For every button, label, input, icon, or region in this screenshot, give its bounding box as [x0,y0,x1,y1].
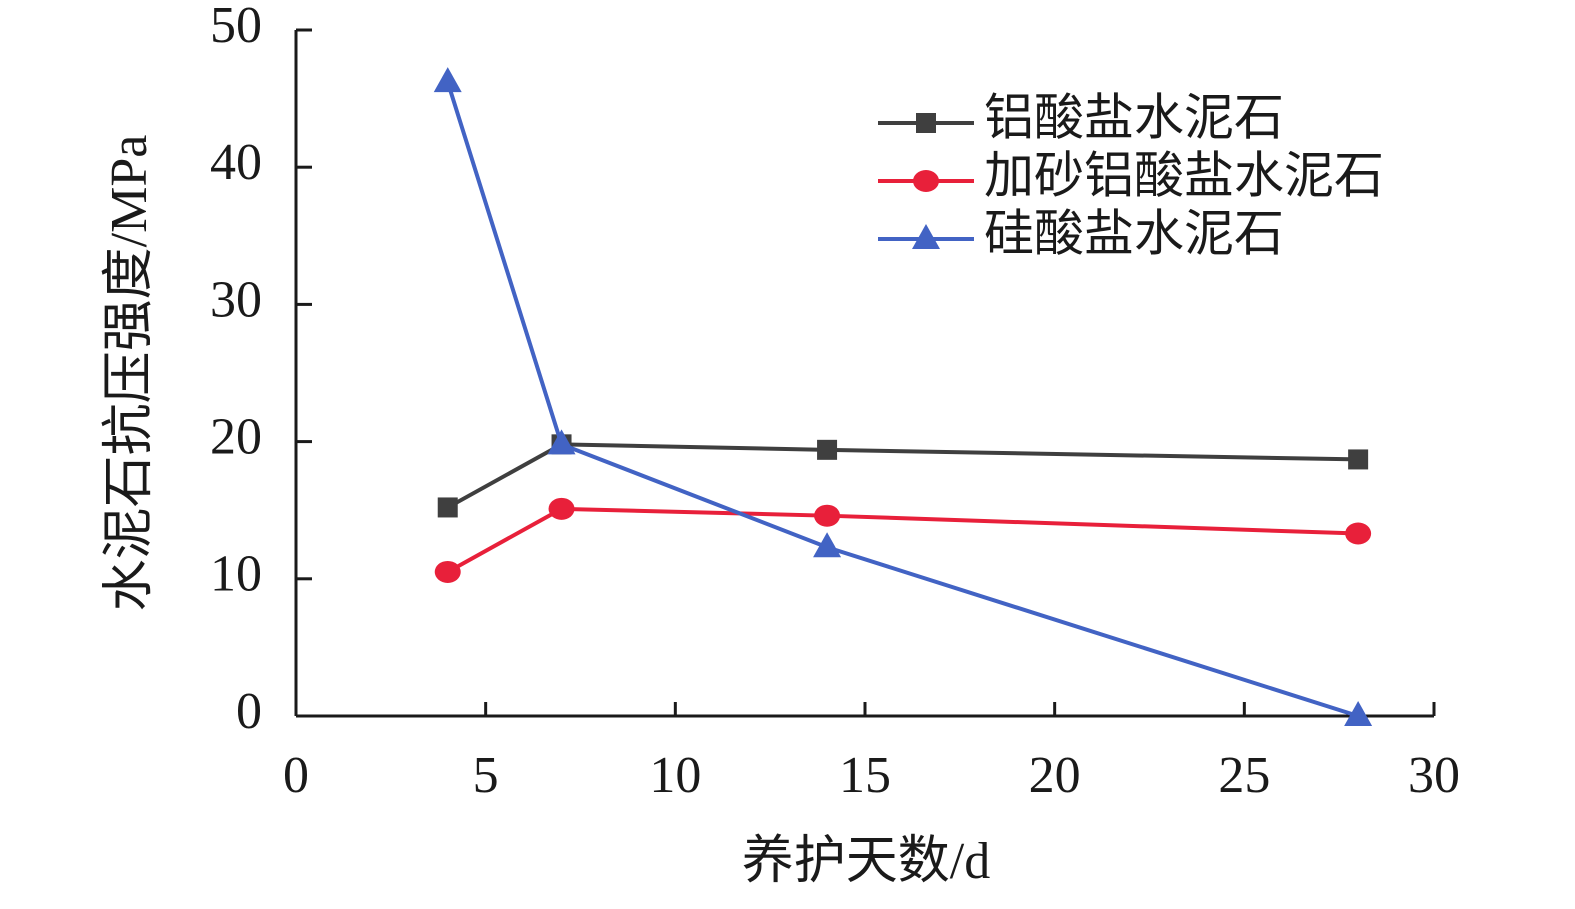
legend-label: 加砂铝酸盐水泥石 [984,147,1384,203]
x-tick-label: 10 [649,747,701,804]
x-tick-label: 0 [283,747,309,804]
marker [817,439,838,460]
marker [548,497,575,520]
series-line [446,442,1359,510]
y-tick-label: 40 [210,134,262,191]
y-tick-label: 30 [210,271,262,328]
y-axis-label: 水泥石抗压强度/MPa [101,135,158,612]
x-tick-label: 15 [839,747,891,804]
marker [814,504,841,527]
y-tick-label: 50 [210,0,262,54]
x-tick-label: 20 [1029,747,1081,804]
marker [916,113,936,133]
series-line [446,506,1359,574]
marker [433,67,462,93]
marker [813,532,842,558]
x-axis-label: 养护天数/d [742,833,990,890]
marker [1344,701,1373,726]
marker [434,560,461,583]
marker [1348,449,1369,470]
marker [913,170,939,192]
x-tick-label: 25 [1218,747,1270,804]
y-tick-label: 0 [236,683,262,740]
y-tick-label: 10 [210,546,262,603]
marker [547,429,576,455]
legend-label: 硅酸盐水泥石 [984,205,1284,261]
marker [437,497,458,518]
x-tick-label: 5 [473,747,499,804]
x-tick-label: 30 [1408,747,1460,804]
marker [1345,522,1372,545]
series-line [445,81,1359,718]
y-tick-label: 20 [210,409,262,466]
legend-label: 铝酸盐水泥石 [984,89,1284,145]
marker [912,224,940,249]
